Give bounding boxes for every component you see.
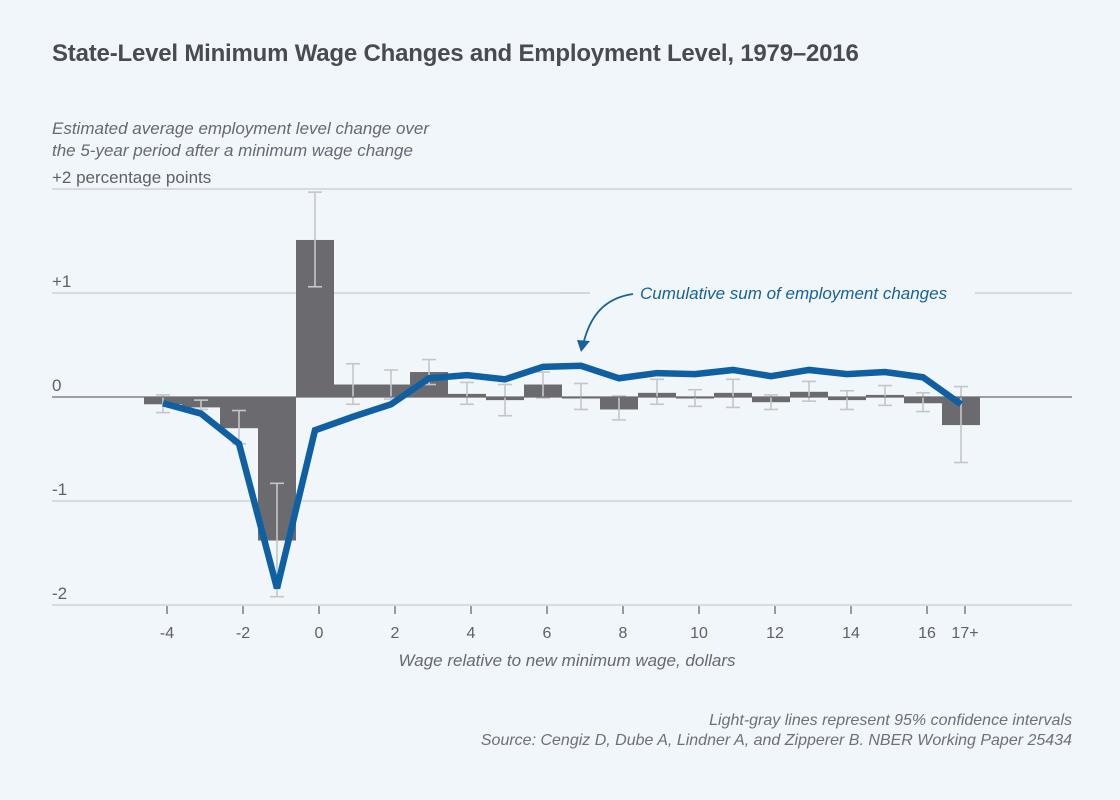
- x-tick-label: 17+: [951, 625, 978, 642]
- subtitle-line-2: the 5-year period after a minimum wage c…: [52, 141, 413, 160]
- x-tick-label: 12: [766, 625, 784, 642]
- error-bar: [460, 381, 474, 406]
- x-tick-label: 4: [467, 625, 476, 642]
- line-annotation: Cumulative sum of employment changes: [560, 284, 1072, 352]
- x-axis-title: Wage relative to new minimum wage, dolla…: [399, 651, 736, 670]
- chart-title: State-Level Minimum Wage Changes and Emp…: [52, 40, 859, 67]
- error-bar: [612, 395, 626, 421]
- error-bar: [308, 191, 322, 288]
- error-bar: [954, 385, 968, 464]
- cumulative-line-group: [162, 362, 963, 590]
- y-tick-label: 0: [52, 376, 61, 395]
- error-bar: [536, 371, 550, 399]
- error-bar: [346, 362, 360, 406]
- footnote-source: Source: Cengiz D, Dube A, Lindner A, and…: [480, 732, 1072, 749]
- cumulative-line: [162, 362, 963, 590]
- x-tick-label: 8: [619, 625, 628, 642]
- footnote: Light-gray lines represent 95% confidenc…: [481, 711, 1072, 751]
- y-tick-label: -2: [52, 584, 67, 603]
- x-tick-label: 14: [842, 625, 860, 642]
- x-tick-label: -2: [236, 625, 250, 642]
- gridlines: +2 percentage points +1 0 -1 -2: [52, 168, 1072, 606]
- error-bar: [878, 384, 892, 407]
- x-tick-label: -4: [160, 625, 174, 642]
- y-tick-label: -1: [52, 480, 67, 499]
- annotation-label: Cumulative sum of employment changes: [640, 284, 948, 303]
- subtitle-line-1: Estimated average employment level chang…: [52, 119, 430, 138]
- error-bar: [802, 380, 816, 402]
- annotation-arrow-shaft: [582, 293, 634, 346]
- x-tick-label: 0: [315, 625, 324, 642]
- annotation-arrow-head-icon: [577, 340, 590, 352]
- x-tick-label: 6: [543, 625, 552, 642]
- y-axis-description: Estimated average employment level chang…: [52, 118, 429, 162]
- y-tick-label: +1: [52, 272, 71, 291]
- x-tick-label: 2: [391, 625, 400, 642]
- error-bar: [498, 383, 512, 417]
- x-tick-label: 16: [918, 625, 936, 642]
- error-bar: [916, 392, 930, 413]
- x-tick-label: 10: [690, 625, 708, 642]
- footnote-ci-note: Light-gray lines represent 95% confidenc…: [709, 712, 1072, 729]
- error-bar: [840, 389, 854, 411]
- y-tick-label: +2 percentage points: [52, 168, 211, 187]
- x-axis-ticks: -4 -2 0 2 4 6 8 10 12 14 16 17+: [160, 606, 979, 642]
- error-bar: [726, 378, 740, 409]
- error-bar: [650, 378, 664, 406]
- error-bar: [688, 388, 702, 408]
